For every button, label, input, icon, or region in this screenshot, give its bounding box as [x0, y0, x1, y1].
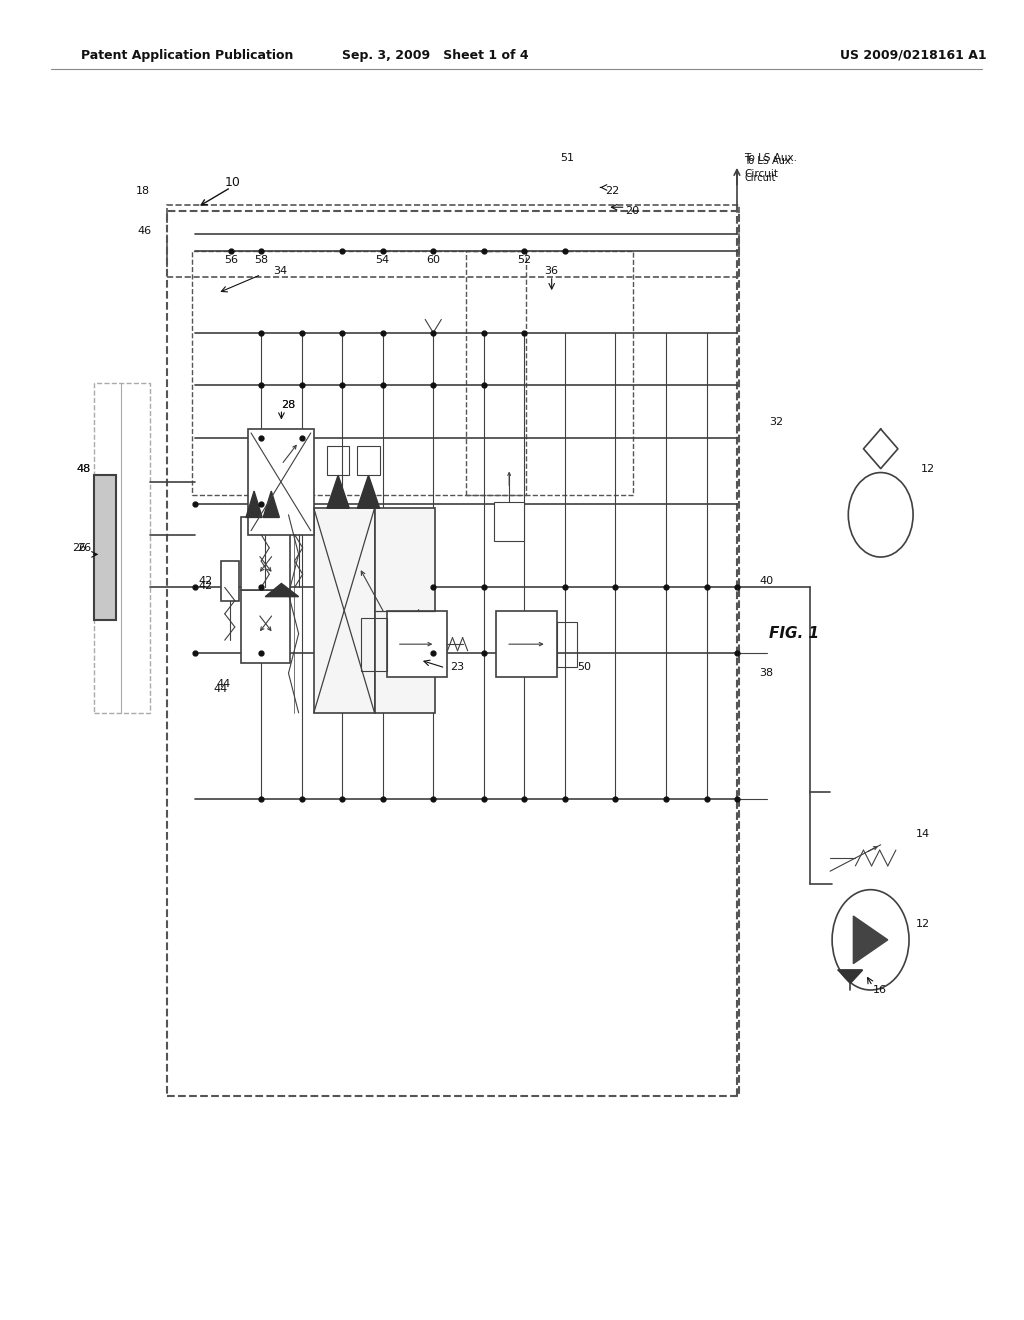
Text: 60: 60	[426, 255, 440, 265]
Text: Circuit: Circuit	[744, 173, 775, 183]
Polygon shape	[357, 475, 380, 508]
Text: 40: 40	[759, 576, 773, 586]
Text: 51: 51	[560, 153, 573, 164]
Text: 14: 14	[916, 829, 930, 840]
Text: 22: 22	[605, 186, 620, 197]
Bar	[313, 508, 375, 713]
Text: 52: 52	[517, 255, 531, 265]
Bar	[221, 561, 239, 601]
Bar	[361, 618, 387, 671]
Polygon shape	[246, 491, 262, 517]
Bar	[494, 502, 524, 541]
Text: 28: 28	[282, 400, 296, 411]
Polygon shape	[327, 475, 349, 508]
Text: 46: 46	[137, 226, 152, 236]
Bar	[193, 251, 526, 495]
Bar	[248, 429, 313, 535]
Text: 12: 12	[922, 463, 935, 474]
Bar	[241, 517, 290, 590]
Text: 10: 10	[225, 176, 241, 189]
Text: 12: 12	[916, 919, 930, 929]
Polygon shape	[265, 583, 299, 597]
Text: 50: 50	[577, 661, 591, 672]
Text: Patent Application Publication: Patent Application Publication	[81, 49, 293, 62]
Text: 34: 34	[273, 265, 288, 276]
Text: 20: 20	[626, 206, 640, 216]
Text: 48: 48	[77, 463, 91, 474]
Text: 18: 18	[136, 186, 150, 197]
Bar	[167, 211, 739, 1096]
Bar	[241, 590, 290, 663]
Text: 26: 26	[72, 543, 86, 553]
Bar	[357, 446, 380, 475]
Text: To LS Aux.: To LS Aux.	[744, 156, 794, 166]
Bar	[94, 475, 117, 620]
Polygon shape	[839, 970, 862, 983]
Text: 58: 58	[254, 255, 268, 265]
Text: US 2009/0218161 A1: US 2009/0218161 A1	[841, 49, 987, 62]
Text: 16: 16	[872, 985, 887, 995]
Text: 28: 28	[282, 400, 296, 411]
Text: 36: 36	[545, 265, 559, 276]
Bar	[557, 622, 577, 667]
Bar	[375, 508, 435, 713]
Text: Sep. 3, 2009   Sheet 1 of 4: Sep. 3, 2009 Sheet 1 of 4	[342, 49, 528, 62]
Text: 56: 56	[224, 255, 238, 265]
Text: 54: 54	[376, 255, 390, 265]
Text: 48: 48	[77, 463, 91, 474]
Bar	[466, 251, 633, 495]
Polygon shape	[263, 491, 280, 517]
Bar	[167, 205, 739, 277]
Text: 42: 42	[199, 576, 213, 586]
Text: 26: 26	[77, 543, 91, 553]
Text: 32: 32	[769, 417, 783, 428]
Polygon shape	[853, 916, 888, 964]
Text: Circuit: Circuit	[744, 169, 778, 180]
Bar	[496, 611, 557, 677]
Text: 23: 23	[451, 661, 465, 672]
Text: 38: 38	[759, 668, 773, 678]
Text: FIG. 1: FIG. 1	[769, 626, 819, 642]
Bar	[387, 611, 447, 677]
Bar	[94, 383, 150, 713]
Text: 44: 44	[216, 678, 230, 689]
Text: 42: 42	[199, 581, 213, 591]
Text: 44: 44	[214, 684, 227, 694]
Text: To LS Aux.: To LS Aux.	[744, 153, 797, 164]
Bar	[327, 446, 349, 475]
